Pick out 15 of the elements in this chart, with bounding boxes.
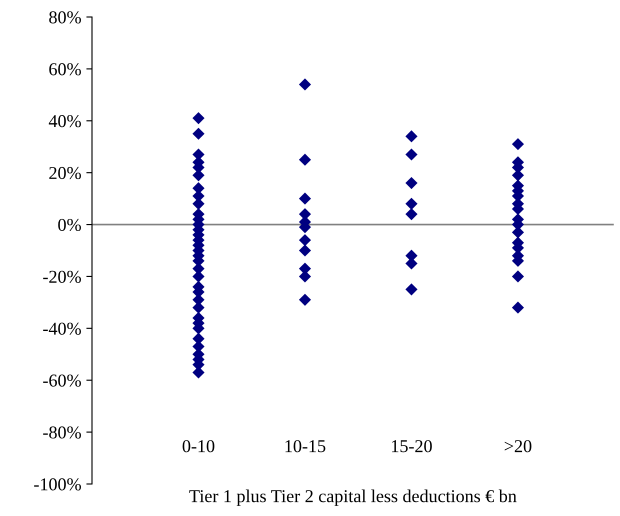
x-tick-label: >20 [504,440,532,452]
y-tick-label: 0% [58,218,81,232]
x-tick-label: 0-10 [182,440,214,452]
x-tick-label: 15-20 [392,440,432,452]
y-tick-label: -60% [43,374,81,387]
y-tick-label: 20% [49,166,81,180]
y-tick-label: -100% [34,478,81,490]
y-tick-label: -20% [43,270,81,283]
y-tick-label: -80% [43,426,81,439]
y-tick-label: -40% [43,322,81,335]
x-tick-label: 10-15 [286,440,326,452]
x-axis-title: Tier 1 plus Tier 2 capital less deductions € bn [189,490,517,506]
y-tick-label: 40% [48,115,81,128]
y-tick-label: 60% [49,63,81,76]
y-tick-label: 80% [49,11,81,24]
